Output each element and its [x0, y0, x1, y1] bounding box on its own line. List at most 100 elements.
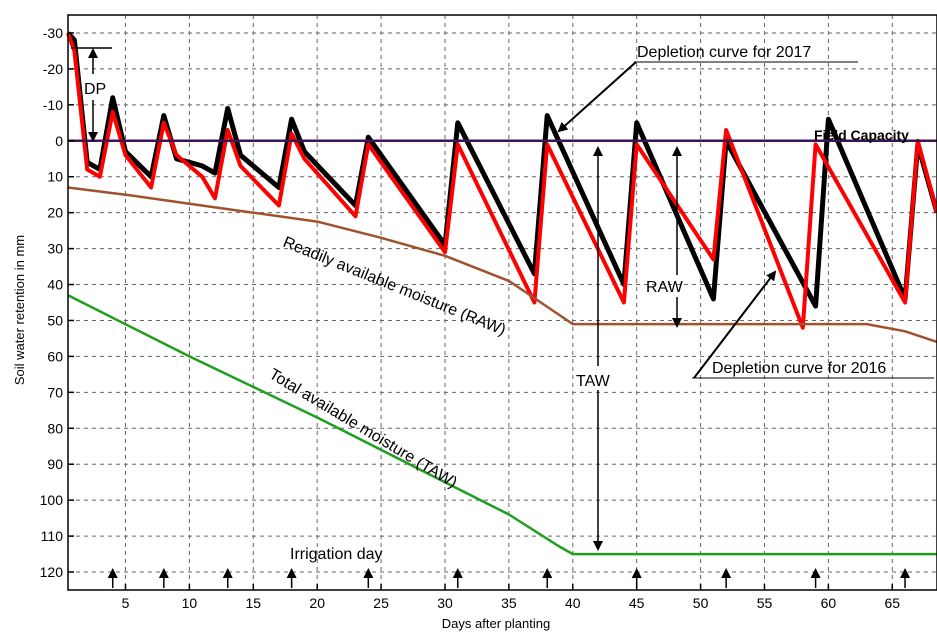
series-0-point	[163, 115, 165, 117]
x-tick-label: 40	[565, 595, 581, 611]
grid	[68, 15, 937, 590]
x-tick-label: 55	[757, 595, 773, 611]
y-tick-label: 100	[40, 492, 64, 508]
series-0-point	[227, 107, 229, 110]
y-tick-label: -10	[43, 97, 63, 113]
raw-label: RAW	[646, 279, 684, 296]
y-tick-label: 20	[47, 205, 63, 221]
series-1-point	[124, 154, 127, 156]
x-tick-label: 60	[821, 595, 837, 611]
series-1-point	[904, 301, 906, 304]
series-1-point	[444, 251, 446, 253]
series-0-point	[291, 118, 293, 120]
depletion-2017-label: Depletion curve for 2017	[637, 44, 811, 61]
series-1-point	[86, 168, 88, 171]
series-3-point	[559, 546, 561, 548]
series-2-point	[380, 237, 382, 239]
series-2-point	[188, 203, 191, 205]
x-tick-label: 50	[693, 595, 709, 611]
series-1-point	[112, 111, 114, 113]
series-2-point	[572, 323, 574, 325]
series-1-point	[354, 215, 357, 217]
series-1-point	[546, 143, 548, 145]
series-1-point	[623, 301, 625, 304]
y-tick-label: -20	[43, 61, 63, 77]
series-1-point	[291, 132, 293, 135]
y-tick-label: 80	[47, 420, 63, 436]
field-capacity-label: Field Capacity	[814, 127, 909, 143]
series-2-point	[904, 330, 906, 332]
series-2-point	[827, 323, 829, 325]
series-3-point	[827, 553, 829, 555]
series-1-point	[533, 301, 536, 304]
x-tick-label: 35	[501, 595, 517, 611]
series-0-point	[814, 305, 817, 307]
series-1-point	[214, 197, 216, 199]
series-1-point	[163, 122, 165, 124]
series-1-point	[73, 50, 75, 52]
y-tick-label: 120	[40, 564, 64, 580]
taw-curve-label: Total available moisture (TAW)	[266, 366, 460, 492]
series-0-point	[827, 118, 829, 120]
series-1-point	[725, 129, 727, 131]
series-0-point	[239, 154, 242, 156]
y-tick-label: 30	[47, 241, 63, 257]
y-tick-label: -30	[43, 25, 63, 41]
x-axis-title: Days after planting	[442, 616, 550, 631]
series-0-point	[73, 39, 75, 41]
series-0-point	[457, 122, 459, 124]
series-3-point	[188, 355, 191, 358]
series-0-point	[201, 165, 203, 167]
series-1-point	[201, 176, 203, 178]
depletion-2016-label: Depletion curve for 2016	[712, 360, 886, 377]
series-0-point	[278, 186, 280, 189]
series-0-point	[112, 97, 114, 99]
raw-curve-label: Readily available moisture (RAW)	[281, 234, 509, 339]
series-line-1	[66, 32, 937, 330]
series-3-point	[444, 481, 446, 483]
y-tick-label: 70	[47, 384, 63, 400]
series-1-point	[278, 204, 280, 207]
y-axis-title: Soil water retention in mm	[12, 235, 27, 385]
series-2-point	[508, 280, 510, 282]
y-tick-label: 60	[47, 348, 63, 364]
series-1-point	[303, 158, 306, 160]
series-3-point	[572, 553, 574, 555]
series-1-point	[367, 143, 369, 145]
depletion-2017-arrow	[557, 61, 637, 133]
x-tick-label: 15	[246, 595, 262, 611]
y-tick-label: 50	[47, 312, 63, 328]
series-1-point	[814, 143, 817, 145]
series-2-point	[866, 323, 868, 325]
series-layer	[66, 31, 937, 556]
series-2-point	[316, 221, 318, 223]
y-tick-label: 10	[47, 169, 63, 185]
series-1-point	[99, 176, 101, 178]
irrigation-day-label: Irrigation day	[290, 546, 383, 563]
x-tick-label: 25	[373, 595, 389, 611]
series-0-point	[636, 122, 638, 124]
series-2-point	[124, 194, 127, 196]
series-1-point	[802, 327, 804, 329]
dp-label: DP	[84, 81, 106, 98]
series-line-2	[67, 186, 937, 344]
series-0-point	[176, 158, 178, 160]
x-tick-label: 65	[884, 595, 900, 611]
series-0-point	[546, 115, 548, 117]
series-1-point	[636, 143, 638, 145]
series-2-point	[699, 323, 702, 325]
x-tick-label: 10	[182, 595, 198, 611]
series-2-point	[252, 212, 254, 214]
series-1-point	[150, 186, 152, 189]
series-0-point	[303, 150, 306, 153]
series-1-point	[457, 143, 459, 145]
y-tick-label: 110	[41, 528, 64, 544]
depletion-2016-arrow	[693, 270, 777, 379]
x-tick-label: 20	[309, 595, 325, 611]
series-1-point	[239, 165, 242, 167]
x-tick-label: 5	[122, 595, 130, 611]
y-tick-label: 40	[47, 277, 63, 293]
series-3-point	[316, 416, 318, 419]
x-tick-label: 30	[437, 595, 453, 611]
